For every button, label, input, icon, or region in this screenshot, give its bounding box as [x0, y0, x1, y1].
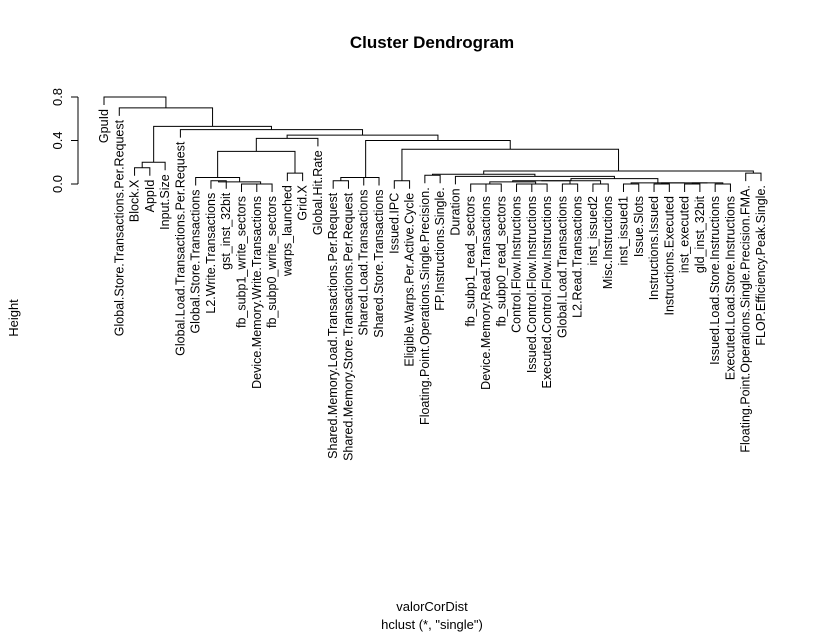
leaf-label: Issue.Slots: [632, 196, 646, 257]
leaf-label: Executed.Load.Store.Instructions: [723, 196, 737, 380]
leaf-label: inst_issued1: [616, 196, 630, 266]
merge-link: [241, 183, 258, 192]
y-axis-label: Height: [6, 299, 21, 337]
leaf-label: Global.Hit.Rate: [311, 150, 325, 235]
merge-link: [714, 183, 731, 192]
leaf-label: Instructions.Issued: [647, 196, 661, 300]
leaf-label: Input.Size: [158, 174, 172, 230]
merge-link: [217, 150, 296, 178]
merge-link: [570, 178, 659, 183]
leaf-label: Global.Load.Transactions: [555, 196, 569, 338]
merge-link: [286, 134, 439, 141]
leaf-label: Shared.Store.Transactions: [372, 189, 386, 337]
merge-link: [541, 180, 602, 184]
merge-link: [332, 180, 349, 189]
merge-link: [134, 167, 151, 176]
leaf-label: Issued.Control.Flow.Instructions: [525, 196, 539, 373]
leaf-label: fb_subp1_read_sectors: [464, 196, 478, 327]
leaf-label: Instructions.Executed: [662, 196, 676, 316]
leaf-label: Issued.Load.Store.Instructions: [708, 196, 722, 365]
merge-link: [424, 174, 441, 184]
merge-link: [478, 183, 502, 192]
chart-title: Cluster Dendrogram: [350, 33, 514, 52]
leaf-label: L2.Write.Transactions: [204, 193, 218, 314]
merge-link: [365, 140, 511, 178]
leaf-label: AppId: [143, 180, 157, 213]
leaf-label: Executed.Control.Flow.Instructions: [540, 196, 554, 388]
merge-link: [286, 172, 304, 182]
merge-link: [249, 183, 273, 192]
leaf-label: Shared.Memory.Load.Transactions.Per.Requ…: [326, 192, 340, 459]
leaf-label: L2.Read.Transactions: [571, 196, 585, 318]
merge-link: [153, 125, 272, 163]
merge-link: [470, 183, 487, 192]
leaf-label: Floating.Point.Operations.Single.Precisi…: [418, 187, 432, 425]
leaf-label: fb_subp1_write_sectors: [235, 196, 249, 328]
merge-link: [653, 183, 670, 192]
leaf-label: Device.Memory.Write.Transactions: [250, 196, 264, 389]
leaf-label: FP.Instructions.Single.: [433, 187, 447, 310]
merge-link: [103, 96, 167, 108]
leaf-label: Device.Memory.Read.Transactions: [479, 196, 493, 390]
leaf-label: Misc.Instructions: [601, 196, 615, 289]
dendrogram-tree: [103, 96, 762, 192]
merge-link: [684, 183, 701, 192]
leaf-label: Control.Flow.Instructions: [510, 196, 524, 333]
merge-link: [561, 183, 579, 192]
leaf-label: Floating.Point.Operations.Single.Precisi…: [739, 185, 753, 453]
leaf-label: warps_launched: [280, 185, 294, 277]
leaf-label: Shared.Load.Transactions: [357, 189, 371, 335]
leaf-label: Shared.Memory.Store.Transactions.Per.Req…: [341, 192, 355, 461]
leaf-label: Eligible.Warps.Per.Active.Cycle: [403, 193, 417, 367]
merge-link: [630, 182, 685, 184]
merge-link: [393, 180, 411, 189]
y-tick-label: 0.8: [50, 88, 65, 106]
y-tick-label: 0.0: [50, 175, 65, 193]
y-axis: 0.0 0.4 0.8: [50, 88, 79, 193]
merge-link: [516, 183, 533, 192]
subtitle: hclust (*, "single"): [381, 617, 483, 632]
leaf-label: GpuId: [97, 109, 111, 143]
leaf-labels: GpuId Global.Store.Transactions.Per.Reque…: [97, 109, 768, 461]
y-tick-label: 0.4: [50, 131, 65, 149]
merge-link: [352, 176, 380, 186]
leaf-label: fb_subp0_read_sectors: [494, 196, 508, 327]
merge-link: [179, 129, 364, 138]
merge-link: [255, 137, 319, 152]
leaf-label: FLOP.Efficiency.Peak.Single.: [754, 185, 768, 346]
leaf-label: inst_executed: [678, 196, 692, 273]
leaf-label: Grid.X: [296, 184, 310, 220]
leaf-label: Block.X: [128, 179, 142, 222]
leaf-label: inst_issued2: [586, 196, 600, 266]
merge-link: [745, 172, 762, 182]
leaf-label: Global.Store.Transactions.Per.Request: [112, 119, 126, 336]
leaf-label: gst_inst_32bit: [219, 192, 233, 270]
merge-link: [118, 107, 214, 127]
merge-link: [622, 183, 640, 192]
merge-link: [592, 183, 609, 192]
leaf-label: fb_subp0_write_sectors: [265, 196, 279, 328]
x-axis-label: valorCorDist: [396, 599, 468, 614]
leaf-label: Duration: [448, 188, 462, 235]
merge-link: [340, 176, 365, 186]
leaf-label: Global.Load.Transactions.Per.Request: [173, 141, 187, 356]
merge-link: [141, 161, 166, 171]
merge-link: [524, 183, 548, 192]
leaf-label: gld_inst_32bit: [693, 195, 707, 273]
leaf-label: Issued.IPC: [387, 193, 401, 254]
leaf-label: Global.Store.Transactions: [189, 189, 203, 333]
